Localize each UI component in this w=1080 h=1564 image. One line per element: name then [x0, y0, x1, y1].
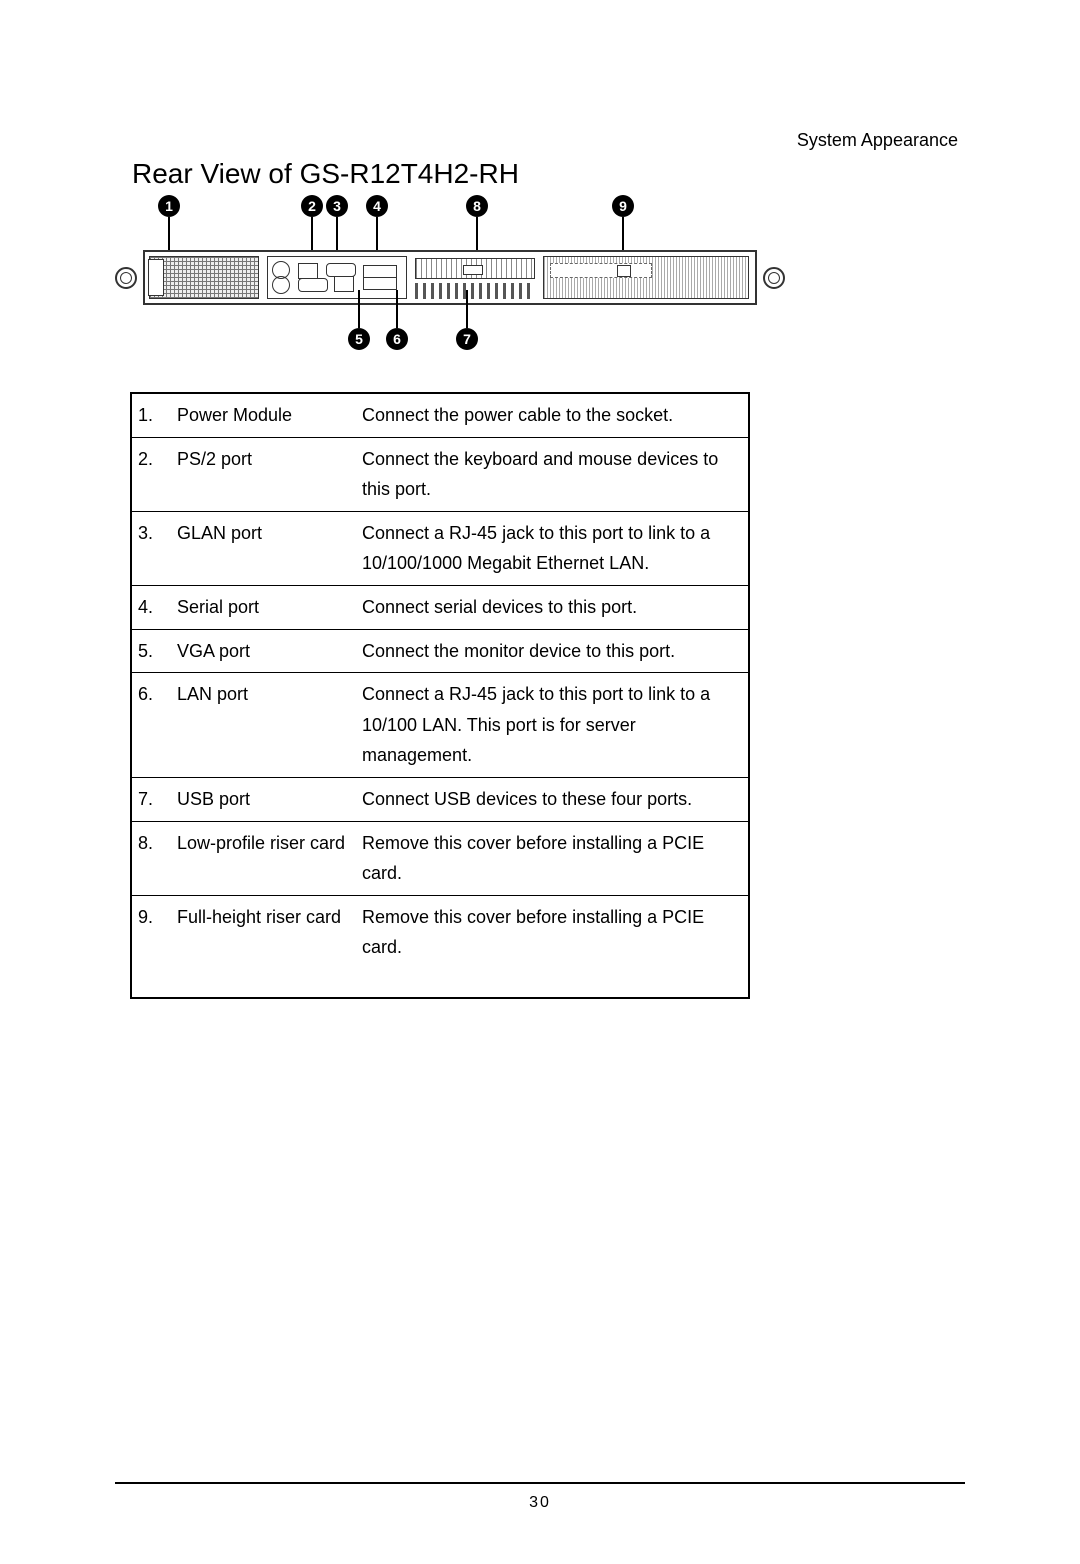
callout-bubble: 9 [612, 195, 634, 217]
table-row: 2.PS/2 portConnect the keyboard and mous… [131, 437, 749, 511]
callout-4: 4 [366, 195, 388, 255]
usb-ports-icon [363, 265, 397, 290]
callout-bubble: 2 [301, 195, 323, 217]
callout-6: 6 [386, 290, 408, 350]
table-row: 9.Full-height riser cardRemove this cove… [131, 895, 749, 998]
port-name: Full-height riser card [171, 895, 356, 998]
port-name: PS/2 port [171, 437, 356, 511]
port-description: Connect a RJ-45 jack to this port to lin… [356, 511, 749, 585]
port-name: Low-profile riser card [171, 821, 356, 895]
port-description: Connect the keyboard and mouse devices t… [356, 437, 749, 511]
table-row: 1.Power ModuleConnect the power cable to… [131, 393, 749, 437]
full-height-riser-icon [543, 256, 749, 299]
port-description: Remove this cover before installing a PC… [356, 895, 749, 998]
footer-rule [115, 1482, 965, 1484]
callout-line [358, 290, 360, 328]
device-chassis-illustration [115, 250, 785, 305]
port-description: Connect a RJ-45 jack to this port to lin… [356, 673, 749, 778]
callout-8: 8 [466, 195, 488, 255]
chassis-outline [143, 250, 757, 305]
callout-3: 3 [326, 195, 348, 255]
row-number: 2. [131, 437, 171, 511]
vga-port-icon [298, 278, 328, 292]
port-description: Remove this cover before installing a PC… [356, 821, 749, 895]
port-name: Serial port [171, 585, 356, 629]
row-number: 6. [131, 673, 171, 778]
port-name: LAN port [171, 673, 356, 778]
row-number: 4. [131, 585, 171, 629]
row-number: 9. [131, 895, 171, 998]
row-number: 7. [131, 777, 171, 821]
callout-bubble: 6 [386, 328, 408, 350]
callout-7: 7 [456, 290, 478, 350]
port-description: Connect the monitor device to this port. [356, 629, 749, 673]
port-name: GLAN port [171, 511, 356, 585]
page-number: 30 [0, 1494, 1080, 1512]
ports-table: 1.Power ModuleConnect the power cable to… [130, 392, 750, 999]
port-name: VGA port [171, 629, 356, 673]
callout-bubble: 8 [466, 195, 488, 217]
rear-view-diagram: 1 234 8 9 56 7 [115, 195, 785, 350]
row-number: 1. [131, 393, 171, 437]
callout-5: 5 [348, 290, 370, 350]
callout-line [466, 290, 468, 328]
callout-bubble: 3 [326, 195, 348, 217]
row-number: 8. [131, 821, 171, 895]
glan-port-icon [298, 263, 318, 279]
row-number: 5. [131, 629, 171, 673]
port-name: USB port [171, 777, 356, 821]
table-row: 5.VGA portConnect the monitor device to … [131, 629, 749, 673]
table-row: 4.Serial portConnect serial devices to t… [131, 585, 749, 629]
port-name: Power Module [171, 393, 356, 437]
port-description: Connect serial devices to this port. [356, 585, 749, 629]
callout-2: 2 [301, 195, 323, 255]
low-profile-riser-icon [415, 258, 535, 279]
callout-bubble: 1 [158, 195, 180, 217]
serial-port-icon [326, 263, 356, 277]
rack-screw-right-icon [763, 267, 785, 289]
table-row: 6.LAN portConnect a RJ-45 jack to this p… [131, 673, 749, 778]
callout-9: 9 [612, 195, 634, 255]
section-title: Rear View of GS-R12T4H2-RH [132, 158, 519, 190]
row-number: 3. [131, 511, 171, 585]
table-row: 8.Low-profile riser cardRemove this cove… [131, 821, 749, 895]
table-row: 7.USB portConnect USB devices to these f… [131, 777, 749, 821]
table-row: 3.GLAN portConnect a RJ-45 jack to this … [131, 511, 749, 585]
callout-1: 1 [158, 195, 180, 255]
callout-bubble: 5 [348, 328, 370, 350]
rack-screw-left-icon [115, 267, 137, 289]
port-description: Connect the power cable to the socket. [356, 393, 749, 437]
page-header-section: System Appearance [797, 130, 958, 151]
port-description: Connect USB devices to these four ports. [356, 777, 749, 821]
callout-bubble: 7 [456, 328, 478, 350]
ps2-port-icon [272, 276, 290, 294]
callout-bubble: 4 [366, 195, 388, 217]
callout-line [396, 290, 398, 328]
power-module-icon [149, 256, 259, 299]
